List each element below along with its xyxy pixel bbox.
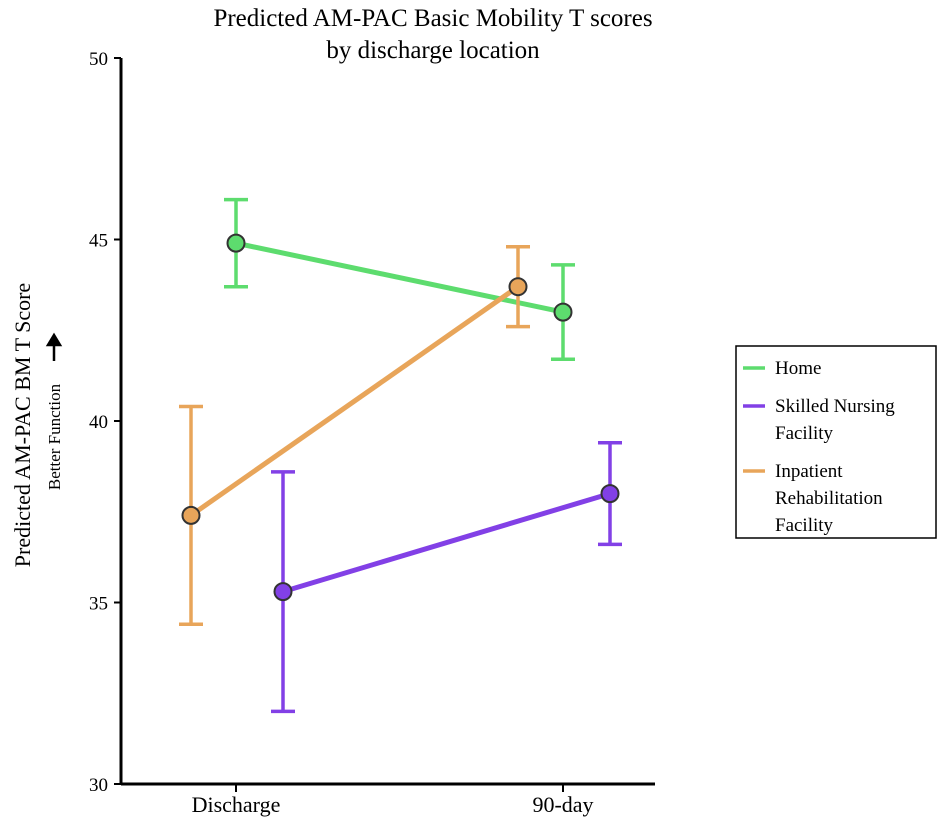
series-line <box>282 491 611 595</box>
series-line <box>235 240 564 315</box>
legend-label: Home <box>775 358 821 379</box>
x-ticks: Discharge 90-day <box>192 784 594 817</box>
data-point <box>600 484 620 504</box>
data-point <box>226 233 246 253</box>
y-tick-label: 35 <box>89 594 108 615</box>
data-point <box>553 302 573 322</box>
y-tick-label: 30 <box>89 775 108 796</box>
series-1 <box>271 441 622 714</box>
chart-title-line-1: Predicted AM-PAC Basic Mobility T scores <box>213 5 652 32</box>
series-layer <box>179 197 622 714</box>
better-function-arrow-icon <box>45 332 63 361</box>
x-tick-label: 90-day <box>532 792 593 817</box>
legend-label: Skilled Nursing <box>775 396 895 417</box>
y-axis-sublabel: Better Function <box>45 383 64 490</box>
data-point <box>273 582 293 602</box>
data-point <box>181 505 201 525</box>
legend-label: Facility <box>775 515 834 536</box>
legend-label: Facility <box>775 423 834 444</box>
y-tick-label: 50 <box>89 49 108 70</box>
y-tick-label: 45 <box>89 231 108 252</box>
legend-label: Rehabilitation <box>775 488 883 509</box>
x-tick-label: Discharge <box>192 792 281 817</box>
y-axis-label-group: Predicted AM-PAC BM T Score Better Funct… <box>10 283 64 567</box>
chart-title-line-2: by discharge location <box>326 37 540 64</box>
y-axis-label: Predicted AM-PAC BM T Score <box>10 283 35 567</box>
data-point <box>508 277 528 297</box>
legend: Home Skilled Nursing Facility Inpatient Reha… <box>735 345 937 539</box>
legend-label: Inpatient <box>775 461 843 482</box>
series-line <box>189 284 520 518</box>
series-0 <box>224 197 575 362</box>
series-2 <box>179 245 530 627</box>
y-ticks: 30 35 40 45 50 <box>89 49 121 796</box>
legend-box <box>735 345 937 539</box>
y-tick-label: 40 <box>89 412 108 433</box>
